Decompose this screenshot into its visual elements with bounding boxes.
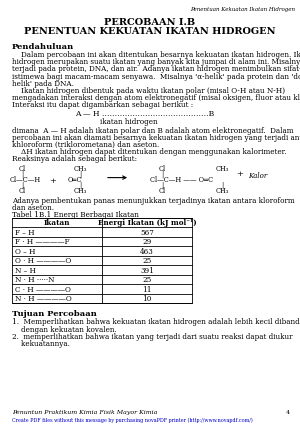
- Text: N – H: N – H: [15, 267, 36, 275]
- Text: khloroform (triklorometana) dan aseton.: khloroform (triklorometana) dan aseton.: [12, 141, 159, 149]
- Bar: [12, 218, 192, 304]
- Text: |: |: [79, 181, 81, 190]
- Text: Ikatan hidrogen dibentuk pada waktu ikatan polar (misal O-H atau N-H): Ikatan hidrogen dibentuk pada waktu ikat…: [12, 87, 285, 95]
- Text: F · H ————F: F · H ————F: [15, 238, 70, 246]
- Text: 10: 10: [142, 296, 152, 304]
- Text: Tujuan Percobaan: Tujuan Percobaan: [12, 310, 97, 318]
- Text: ΔH ikatan hidrogen dapat ditentukan dengan menggunakan kalorimeter.: ΔH ikatan hidrogen dapat ditentukan deng…: [12, 148, 286, 156]
- Text: N · H ·····N: N · H ·····N: [15, 276, 55, 285]
- Text: Ikatan: Ikatan: [44, 220, 70, 228]
- Text: Cl: Cl: [158, 165, 166, 173]
- Text: A — H ……………………………………B: A — H ……………………………………B: [75, 109, 214, 117]
- Text: terjadi pada protein, DNA, dan air.  Adanya ikatan hidrogen menimbulkan sifat-si: terjadi pada protein, DNA, dan air. Adan…: [12, 65, 300, 73]
- Text: istimewa bagi macam-macam senyawa.  Misalnya 'α-helik' pada protein dan 'double-: istimewa bagi macam-macam senyawa. Misal…: [12, 73, 300, 81]
- Text: Penentuan Kekuatan Ikatan Hidrogen: Penentuan Kekuatan Ikatan Hidrogen: [190, 7, 295, 12]
- Text: Dalam percobaan ini akan ditentukan besarnya kekuatan ikatan hidrogen. Ikatan: Dalam percobaan ini akan ditentukan besa…: [12, 51, 300, 59]
- Text: percobaan ini akan diamati besarnya kekuatan ikatan hidrogen yang terjadi antara: percobaan ini akan diamati besarnya keku…: [12, 134, 300, 142]
- Text: 4: 4: [286, 410, 290, 415]
- Text: hidrogen merupakan suatu ikatan yang banyak kita jumpai di alam ini. Misalnya: hidrogen merupakan suatu ikatan yang ban…: [12, 58, 300, 66]
- Text: Pendahuluan: Pendahuluan: [12, 43, 74, 51]
- Text: Reaksinya adalah sebagai berikut:: Reaksinya adalah sebagai berikut:: [12, 156, 137, 163]
- Text: 567: 567: [140, 229, 154, 237]
- Text: Cl: Cl: [18, 165, 26, 173]
- Text: Create PDF files without this message by purchasing novaPDF printer (http://www.: Create PDF files without this message by…: [12, 418, 253, 423]
- Text: 29: 29: [142, 238, 152, 246]
- Text: Adanya pembentukan panas menunjukkan terjadinya ikatan antara kloroform: Adanya pembentukan panas menunjukkan ter…: [12, 197, 295, 205]
- Text: O – H: O – H: [15, 248, 35, 256]
- Text: |: |: [79, 170, 81, 179]
- Text: F – H: F – H: [15, 229, 34, 237]
- Text: O═C: O═C: [68, 176, 83, 184]
- Text: ikatan hidrogen: ikatan hidrogen: [100, 117, 158, 126]
- Text: |: |: [221, 181, 223, 190]
- Text: +: +: [50, 177, 56, 184]
- Text: Cl: Cl: [158, 187, 166, 195]
- Text: CH₃: CH₃: [215, 187, 229, 195]
- Text: mengadakan interaksi dengan atom elektronegatif (misal oksigen, fluor atau klor): mengadakan interaksi dengan atom elektro…: [12, 94, 300, 102]
- Text: Penuntun Praktikum Kimia Fisik Mayor Kimia: Penuntun Praktikum Kimia Fisik Mayor Kim…: [12, 410, 158, 415]
- Text: |: |: [21, 181, 23, 190]
- Text: PENENTUAN KEKUATAN IKATAN HIDROGEN: PENENTUAN KEKUATAN IKATAN HIDROGEN: [24, 27, 276, 36]
- Text: Kalor: Kalor: [248, 172, 268, 180]
- Text: dengan kekuatan kovalen.: dengan kekuatan kovalen.: [12, 326, 117, 334]
- Text: +: +: [237, 170, 243, 178]
- Text: PERCOBAAN I.B: PERCOBAAN I.B: [104, 18, 196, 27]
- Text: Cl—C—H: Cl—C—H: [10, 176, 41, 184]
- Text: 1.  Memperlihatkan bahwa kekuatan ikatan hidrogen adalah lebih kecil dibandingka: 1. Memperlihatkan bahwa kekuatan ikatan …: [12, 318, 300, 326]
- Text: dan aseton.: dan aseton.: [12, 204, 54, 212]
- Text: helik' pada DNA.: helik' pada DNA.: [12, 80, 74, 88]
- Text: Interaksi itu dapat digambarkan sebagai berikut :: Interaksi itu dapat digambarkan sebagai …: [12, 101, 193, 109]
- Text: Energi Ikatan (kJ mol⁻¹): Energi Ikatan (kJ mol⁻¹): [98, 220, 196, 228]
- Text: dimana  A — H adalah ikatan polar dan B adalah atom elektronegatif.  Dalam: dimana A — H adalah ikatan polar dan B a…: [12, 127, 293, 134]
- Text: |: |: [21, 170, 23, 179]
- Text: 463: 463: [140, 248, 154, 256]
- Text: 391: 391: [140, 267, 154, 275]
- Text: CH₃: CH₃: [73, 165, 87, 173]
- Text: Cl: Cl: [18, 187, 26, 195]
- Text: Cl—C—H —— O═C: Cl—C—H —— O═C: [150, 176, 213, 184]
- Text: 25: 25: [142, 257, 152, 265]
- Text: C · H ————O: C · H ————O: [15, 286, 71, 294]
- Text: |: |: [161, 170, 163, 179]
- Text: N · H ————O: N · H ————O: [15, 296, 72, 304]
- Text: Tabel 1B.1 Energi Berbagai Ikatan: Tabel 1B.1 Energi Berbagai Ikatan: [12, 211, 139, 219]
- Text: |: |: [161, 181, 163, 190]
- Text: CH₃: CH₃: [215, 165, 229, 173]
- Text: O · H ————O: O · H ————O: [15, 257, 71, 265]
- Text: CH₃: CH₃: [73, 187, 87, 195]
- Text: 2.  memperlihatkan bahwa ikatan yang terjadi dari suatu reaksi dapat diukur: 2. memperlihatkan bahwa ikatan yang terj…: [12, 333, 292, 341]
- Text: 11: 11: [142, 286, 152, 294]
- Text: 25: 25: [142, 276, 152, 285]
- Text: kekuatannya.: kekuatannya.: [12, 340, 70, 348]
